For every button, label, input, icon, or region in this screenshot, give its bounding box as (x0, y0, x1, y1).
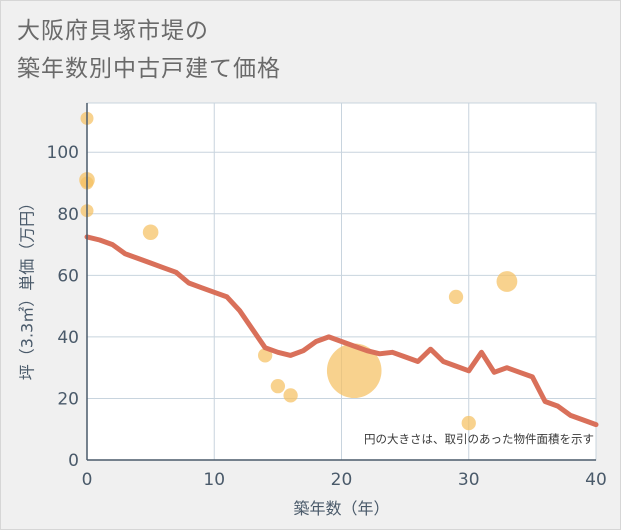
y-axis-label: 坪（3.3㎡）単価（万円） (18, 195, 37, 380)
y-tick-label-40: 40 (57, 328, 79, 348)
y-tick-label-80: 80 (57, 205, 79, 225)
x-axis-label: 築年数（年） (293, 499, 389, 518)
bubble-4 (142, 224, 159, 241)
bubble-11 (496, 271, 518, 292)
tick-labels: 0 10 20 30 40 0 20 40 60 80 100 (47, 143, 607, 490)
bubble-5 (258, 348, 273, 363)
x-tick-label-10: 10 (203, 470, 225, 490)
x-tick-label-40: 40 (585, 470, 607, 490)
chart-title-line-1: 大阪府貝塚市堤の (17, 18, 209, 44)
chart-title-line-2: 築年数別中古戸建て価格 (17, 56, 281, 82)
bubble-6 (270, 378, 286, 394)
y-tick-label-100: 100 (47, 143, 79, 163)
y-tick-label-60: 60 (57, 266, 79, 286)
bubble-9 (448, 289, 464, 305)
y-tick-label-20: 20 (57, 389, 79, 409)
bubble-7 (283, 388, 298, 403)
trend-line (84, 234, 599, 428)
x-tick-label-30: 30 (458, 470, 480, 490)
x-tick-label-0: 0 (82, 470, 93, 490)
bubble-10 (461, 415, 476, 431)
bubble-size-note: 円の大きさは、取引のあった物件面積を示す (364, 432, 594, 446)
axes (86, 103, 596, 461)
y-tick-label-0: 0 (68, 451, 79, 471)
x-tick-label-20: 20 (331, 470, 353, 490)
bubble-8 (326, 343, 382, 399)
